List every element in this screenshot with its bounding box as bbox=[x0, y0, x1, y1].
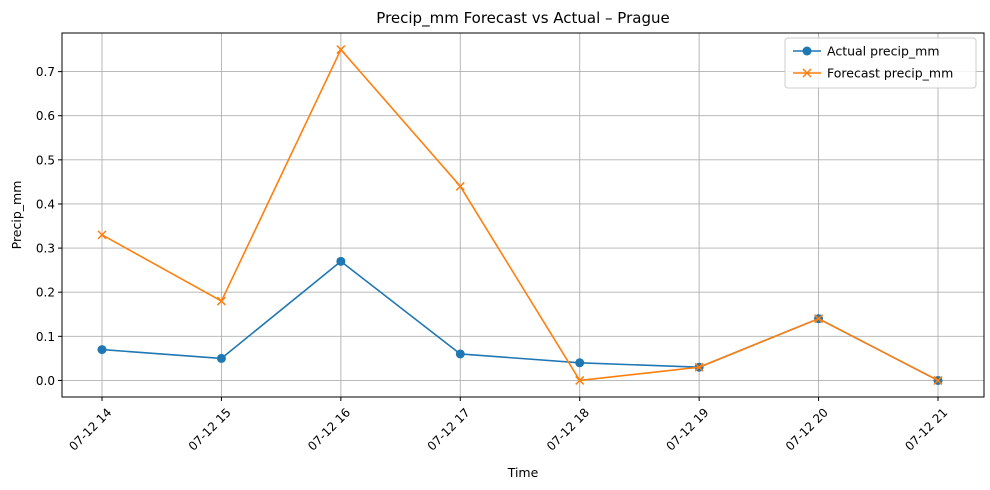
y-tick-label: 0.4 bbox=[36, 197, 55, 211]
data-point bbox=[933, 375, 943, 385]
data-point bbox=[97, 230, 107, 240]
data-point bbox=[455, 349, 465, 359]
data-point bbox=[455, 181, 465, 191]
y-tick-label: 0.3 bbox=[36, 242, 55, 256]
y-tick-label: 0.6 bbox=[36, 109, 55, 123]
data-point bbox=[216, 353, 226, 363]
y-tick-label: 0.1 bbox=[36, 330, 55, 344]
legend-label: Actual precip_mm bbox=[827, 44, 940, 59]
data-point bbox=[336, 45, 346, 55]
data-point bbox=[575, 375, 585, 385]
series-layer bbox=[97, 45, 943, 385]
chart-title: Precip_mm Forecast vs Actual – Prague bbox=[376, 9, 669, 28]
plot-frame bbox=[61, 32, 985, 398]
y-axis: 0.0 0.1 0.2 0.3 0.4 0.5 0.6 0.7 bbox=[36, 65, 62, 388]
y-tick-label: 0.7 bbox=[36, 65, 55, 79]
grid bbox=[62, 33, 984, 397]
data-point bbox=[216, 296, 226, 306]
data-point bbox=[97, 345, 107, 355]
data-point bbox=[694, 362, 704, 372]
y-tick-label: 0.0 bbox=[36, 374, 55, 388]
legend-item: Forecast precip_mm bbox=[793, 66, 953, 81]
legend-marker bbox=[802, 68, 812, 78]
data-point bbox=[336, 256, 346, 266]
legend-label: Forecast precip_mm bbox=[827, 66, 953, 81]
y-tick-label: 0.2 bbox=[36, 286, 55, 300]
legend-marker bbox=[802, 46, 812, 56]
data-point bbox=[575, 358, 585, 368]
data-point bbox=[814, 314, 824, 324]
y-axis-title: Precip_mm bbox=[9, 181, 24, 250]
legend-item: Actual precip_mm bbox=[793, 44, 940, 59]
series-forecast bbox=[97, 45, 943, 385]
series-line bbox=[101, 48, 939, 382]
legend: Actual precip_mm Forecast precip_mm bbox=[784, 37, 977, 89]
y-tick-label: 0.5 bbox=[36, 153, 55, 167]
x-axis-title: Time bbox=[507, 465, 539, 480]
legend-box bbox=[784, 37, 977, 89]
